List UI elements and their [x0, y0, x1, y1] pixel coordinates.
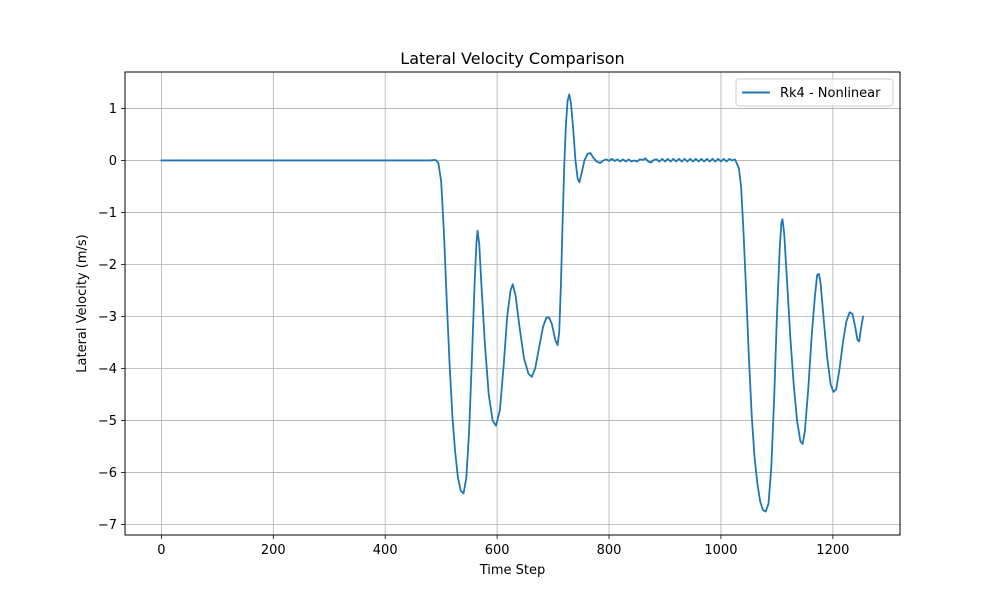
y-tick-label: 0 — [109, 154, 117, 169]
y-tick-label: −7 — [98, 518, 117, 533]
x-tick-label: 1200 — [816, 543, 849, 558]
y-tick-label: −2 — [98, 258, 117, 273]
legend-box — [735, 78, 894, 107]
y-axis-label: Lateral Velocity (m/s) — [75, 234, 90, 372]
x-tick-label: 600 — [485, 543, 510, 558]
series-line-rk4-nonlinear — [160, 93, 864, 513]
plot-area-frame — [124, 71, 901, 536]
legend: Rk4 - Nonlinear — [735, 78, 894, 107]
y-tick-label: −5 — [98, 414, 117, 429]
x-tick-label: 200 — [261, 543, 286, 558]
y-tick-label: −4 — [98, 362, 117, 377]
axis-ticks: 0 200 400 600 800 1000 1200 1 0 −1 −2 −3 −4 −5 −6 −7 — [98, 102, 850, 558]
y-tick-label: −6 — [98, 466, 117, 481]
x-tick-label: 400 — [373, 543, 398, 558]
plot-data — [160, 93, 864, 513]
y-tick-label: 1 — [109, 102, 117, 117]
x-tick-label: 800 — [597, 543, 622, 558]
x-tick-label: 1000 — [704, 543, 737, 558]
x-axis-label: Time Step — [479, 563, 546, 578]
x-tick-label: 0 — [157, 543, 165, 558]
y-tick-label: −3 — [98, 310, 117, 325]
chart-title: Lateral Velocity Comparison — [400, 49, 624, 68]
legend-label: Rk4 - Nonlinear — [780, 86, 881, 101]
y-tick-label: −1 — [98, 206, 117, 221]
